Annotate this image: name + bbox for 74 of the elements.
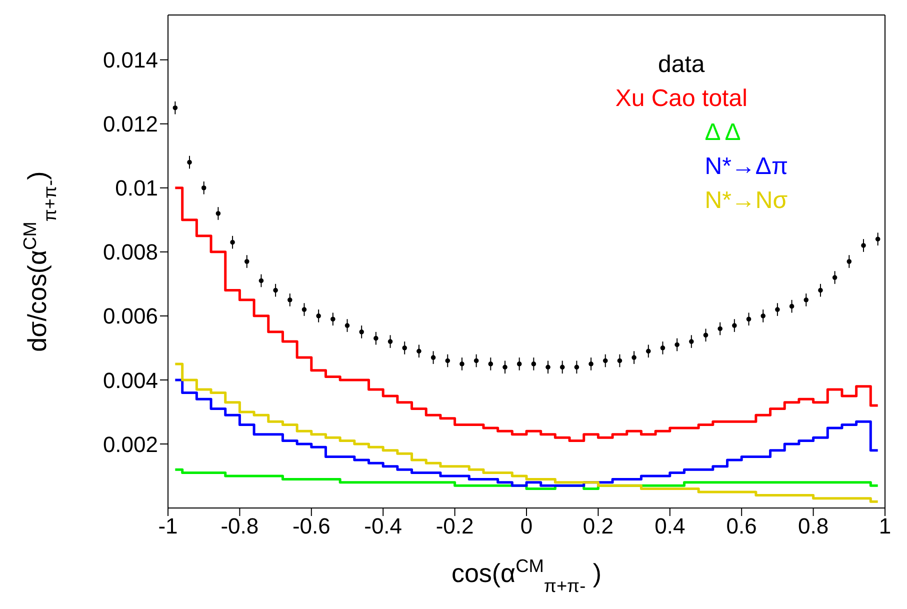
y-tick-label: 0.008 [102, 240, 158, 265]
point [674, 342, 680, 348]
point [316, 314, 321, 318]
point [760, 314, 766, 318]
x-tick-label: 1 [878, 514, 892, 539]
point [445, 358, 450, 364]
point [703, 332, 708, 338]
point [474, 358, 479, 364]
text: data [658, 50, 705, 80]
point [531, 362, 536, 366]
point [861, 243, 866, 248]
point [875, 236, 880, 242]
x-axis-title: cos(α$^{CM}$$_{π+π-}$ ) [451, 556, 602, 596]
text: N*→Δπ [704, 152, 788, 182]
x-tick-label: 0.4 [654, 514, 686, 539]
y-tick-label: 0.012 [102, 112, 158, 137]
point [460, 362, 464, 366]
point [732, 323, 737, 328]
y-tick-label: 0.006 [102, 304, 158, 329]
point [832, 275, 838, 280]
point [689, 339, 694, 344]
point [502, 364, 508, 370]
point [516, 362, 522, 366]
y-tick-label: 0.014 [102, 48, 158, 73]
point [244, 259, 250, 264]
text: Δ Δ [704, 118, 741, 148]
x-tick-label: -0.2 [436, 514, 474, 539]
point [588, 362, 594, 366]
point [287, 298, 292, 302]
point [846, 259, 852, 264]
point [646, 348, 651, 354]
point [818, 288, 823, 293]
point [560, 364, 565, 370]
point [718, 326, 722, 332]
point [330, 316, 336, 322]
point [546, 364, 550, 370]
point [430, 355, 436, 360]
point [359, 330, 364, 334]
point [172, 105, 178, 110]
point [617, 358, 622, 364]
y-tick-label: 0.004 [102, 368, 158, 393]
text: Xu Cao total [615, 84, 748, 114]
x-tick-label: 0.8 [798, 514, 829, 539]
x-tick-label: -1 [158, 514, 178, 539]
point [402, 346, 408, 350]
x-tick-label: 0.6 [726, 514, 757, 539]
point [416, 348, 422, 354]
point [230, 240, 235, 245]
point [804, 298, 809, 302]
point [344, 323, 350, 328]
x-tick-label: 0.2 [582, 514, 614, 539]
point [216, 211, 221, 216]
point [775, 307, 780, 312]
point [201, 185, 206, 190]
point [746, 316, 752, 322]
x-tick-label: 0 [520, 514, 533, 539]
point [187, 160, 192, 165]
y-tick-label: 0.002 [102, 432, 158, 457]
point [789, 304, 794, 309]
x-tick-label: -0.4 [364, 514, 402, 539]
point [602, 358, 608, 364]
point [388, 339, 393, 344]
x-tick-label: -0.8 [220, 514, 259, 539]
x-tick-label: -0.6 [292, 514, 330, 539]
y-tick-label: 0.01 [115, 176, 158, 201]
point [273, 288, 278, 293]
point [574, 364, 580, 370]
point [660, 346, 666, 350]
text: N*→Nσ [704, 186, 788, 216]
point [632, 355, 636, 360]
point [374, 336, 378, 341]
point [488, 362, 494, 366]
point [258, 278, 264, 284]
point [302, 307, 307, 312]
